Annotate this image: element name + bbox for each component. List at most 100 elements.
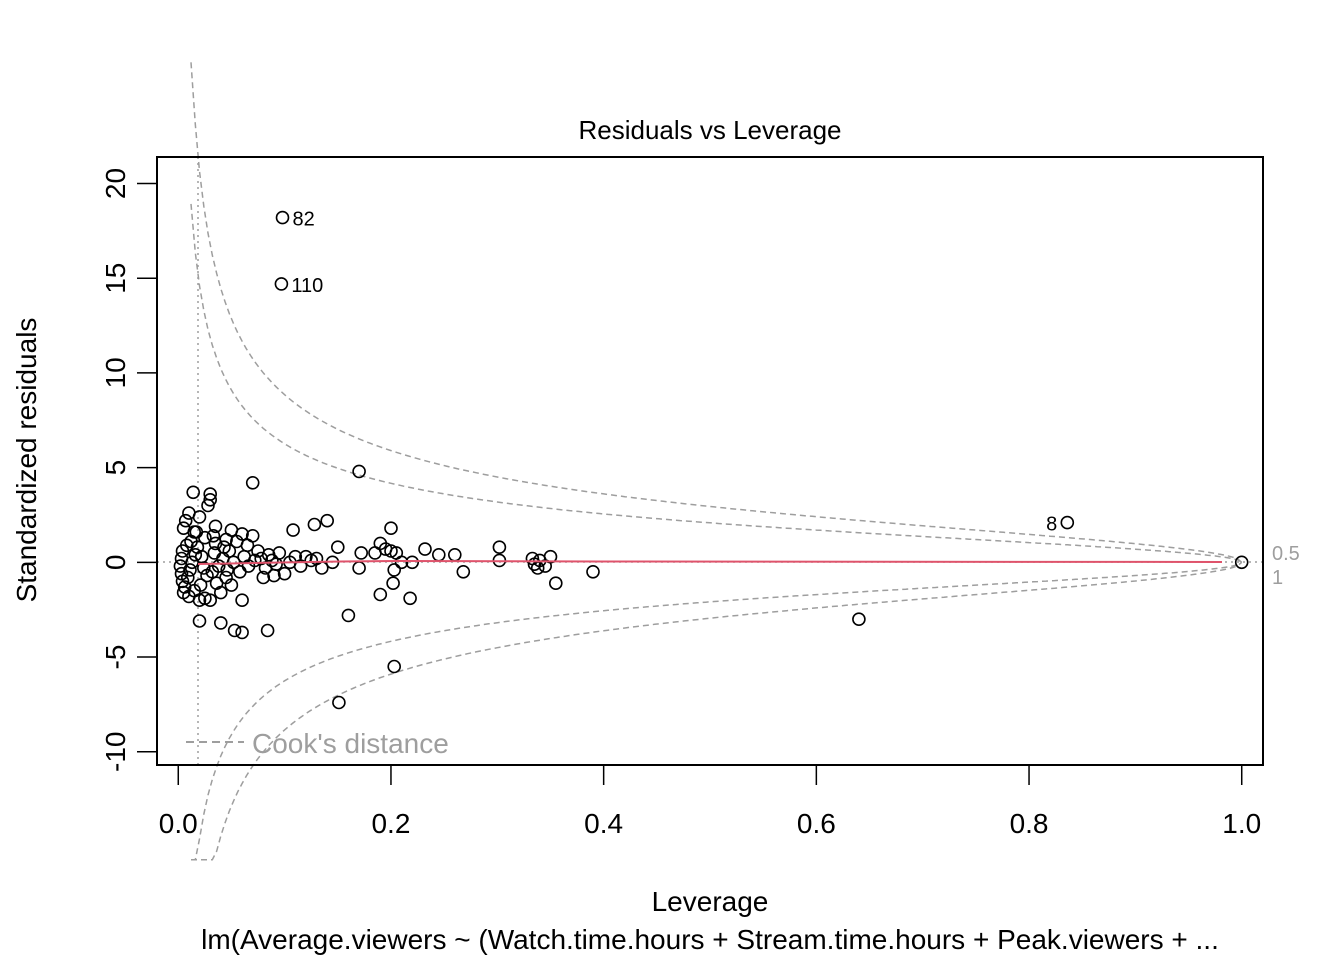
x-tick-label: 0.4 (584, 808, 623, 839)
data-point (245, 475, 260, 490)
cooks-label-0.5: 0.5 (1272, 543, 1300, 565)
y-axis-label: Standardized residuals (11, 318, 42, 603)
data-point (186, 485, 200, 500)
data-point (208, 519, 223, 534)
data-point (203, 492, 217, 507)
y-axis: -10 -5 0 5 10 15 20 (100, 168, 158, 772)
legend-label: Cook's distance (252, 728, 449, 759)
y-tick-label: 20 (100, 168, 131, 199)
data-point (387, 563, 402, 577)
data-point (394, 555, 409, 570)
data-point (256, 570, 271, 585)
data-point (352, 464, 366, 479)
plot-frame (156, 156, 1264, 766)
point-label: 110 (291, 275, 323, 297)
chart-title: Residuals vs Leverage (578, 115, 841, 145)
data-point (405, 555, 420, 570)
data-point (192, 614, 207, 628)
data-point (181, 570, 195, 585)
data-point (175, 544, 190, 558)
cooks-contour-labels: 0.5 1 (1272, 543, 1300, 589)
data-point (193, 578, 208, 592)
data-point (208, 536, 223, 551)
data-point (197, 561, 211, 575)
data-point (248, 553, 262, 568)
cooks-contour-0.5-upper (190, 203, 1243, 563)
data-point (198, 591, 212, 606)
data-point (586, 564, 600, 579)
data-point (286, 523, 300, 537)
data-point (235, 625, 249, 640)
y-tick-label: -10 (100, 732, 131, 772)
data-points (173, 210, 1249, 710)
x-tick-label: 0.0 (159, 808, 198, 839)
data-point (183, 563, 197, 577)
cooks-contour-0.5-lower (191, 561, 1243, 861)
data-point (233, 564, 247, 579)
y-tick-label: 15 (100, 263, 131, 294)
data-point (387, 659, 402, 674)
data-point (214, 616, 228, 630)
data-point (217, 540, 231, 555)
model-formula-caption: lm(Average.viewers ~ (Watch.time.hours +… (201, 924, 1219, 955)
point-label: 8 (1046, 514, 1057, 536)
data-point (373, 587, 388, 602)
x-tick-label: 0.2 (371, 808, 410, 839)
x-tick-label: 0.8 (1010, 808, 1049, 839)
data-point (1060, 515, 1075, 530)
x-axis: 0.0 0.2 0.4 0.6 0.8 1.0 (159, 764, 1261, 839)
data-point (418, 542, 432, 556)
data-point (275, 210, 290, 225)
x-axis-label: Leverage (652, 886, 769, 917)
y-tick-label: 10 (100, 357, 131, 388)
data-point (277, 566, 292, 581)
data-point (852, 612, 866, 627)
data-point (304, 553, 319, 568)
y-tick-label: -5 (100, 645, 131, 670)
legend: Cook's distance (186, 728, 449, 759)
data-point (235, 593, 249, 608)
data-point (189, 525, 204, 539)
data-point (178, 513, 193, 528)
data-point (352, 561, 366, 575)
y-tick-label: 0 (100, 555, 131, 571)
data-point (177, 580, 192, 594)
data-point (431, 547, 446, 562)
data-point (354, 546, 369, 560)
data-point (403, 591, 417, 606)
x-tick-label: 0.6 (797, 808, 836, 839)
data-point (341, 608, 356, 623)
data-point (293, 559, 308, 573)
data-point (227, 623, 242, 638)
data-point (226, 555, 241, 570)
data-point (548, 576, 563, 591)
data-point (260, 623, 275, 638)
data-point (320, 513, 335, 528)
point-label: 82 (293, 209, 315, 231)
data-point (332, 695, 346, 710)
data-point (201, 498, 215, 513)
plot-area: 82 110 8 Cook's distance (157, 62, 1263, 861)
data-point (269, 557, 283, 572)
data-point (386, 576, 400, 591)
data-point (456, 564, 471, 579)
data-point (209, 576, 224, 591)
y-tick-label: 5 (100, 460, 131, 476)
data-point (330, 540, 345, 555)
data-point (543, 549, 558, 564)
data-point (211, 559, 226, 573)
data-point (265, 553, 279, 568)
data-point (192, 510, 207, 524)
data-point (188, 547, 203, 562)
cooks-label-1: 1 (1272, 567, 1283, 589)
data-point (384, 521, 398, 536)
point-labels: 82 110 8 (291, 209, 1057, 536)
data-point (240, 538, 255, 553)
data-point (530, 561, 545, 575)
cooks-distance-contours (190, 62, 1243, 861)
smoother-line (197, 559, 1223, 565)
data-point (1234, 555, 1249, 570)
x-tick-label: 1.0 (1222, 808, 1261, 839)
data-point (447, 547, 462, 562)
